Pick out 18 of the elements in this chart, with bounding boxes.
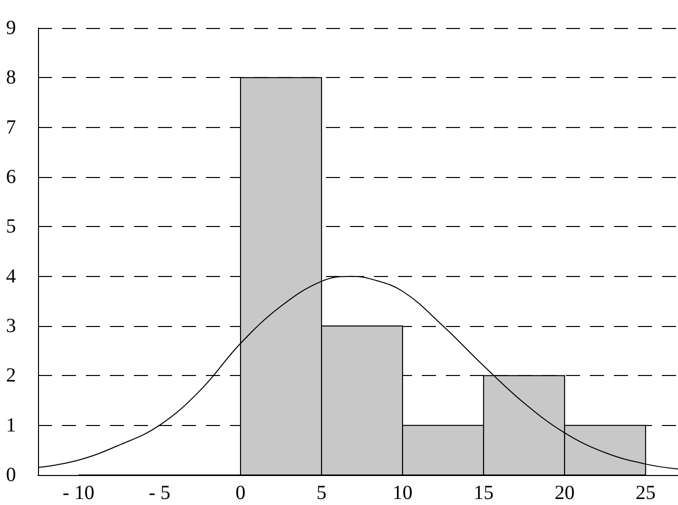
x-tick-label: 25	[636, 482, 656, 504]
x-tick-label: 20	[554, 482, 575, 504]
x-tick-label: 0	[236, 482, 246, 504]
x-tick-label: 5	[316, 482, 327, 504]
y-tick-label: 7	[6, 116, 16, 138]
y-tick-label: 3	[6, 315, 16, 337]
y-tick-label: 1	[6, 414, 16, 436]
y-tick-label: 0	[6, 464, 16, 486]
x-tick-label: - 10	[62, 482, 94, 504]
x-tick-label: - 5	[148, 482, 170, 504]
y-tick-label: 2	[6, 364, 16, 387]
x-tick-label: 15	[474, 482, 494, 504]
y-tick-label: 9	[6, 17, 16, 39]
x-tick-label: 10	[392, 482, 413, 504]
y-tick-label: 4	[6, 265, 16, 288]
y-tick-label: 5	[6, 216, 16, 238]
y-tick-label: 6	[6, 166, 16, 188]
y-tick-label: 8	[6, 66, 16, 89]
